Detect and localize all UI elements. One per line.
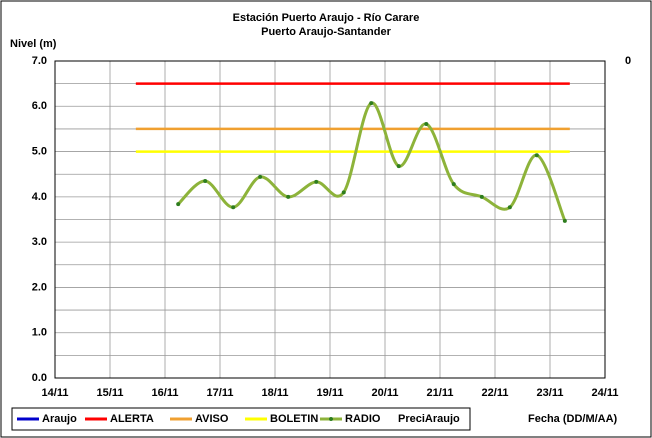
data-point <box>314 179 319 184</box>
y-tick-label: 6.0 <box>32 100 47 112</box>
legend-label: AVISO <box>195 413 229 425</box>
x-tick-label: 14/11 <box>42 387 69 399</box>
y-tick-label: 4.0 <box>32 191 47 203</box>
y-tick-label: 1.0 <box>32 327 47 339</box>
x-tick-label: 15/11 <box>97 387 124 399</box>
y2-tick-label: 0 <box>625 55 631 67</box>
y-tick-label: 5.0 <box>32 145 47 157</box>
data-point <box>451 182 456 187</box>
x-tick-label: 24/11 <box>592 387 619 399</box>
y-tick-label: 7.0 <box>32 55 47 67</box>
data-point <box>479 194 484 199</box>
chart-title: Estación Puerto Araujo - Río Carare <box>233 12 420 24</box>
y-axis-label: Nivel (m) <box>10 38 57 50</box>
x-tick-label: 17/11 <box>207 387 234 399</box>
data-point <box>258 174 263 179</box>
x-tick-label: 22/11 <box>482 387 509 399</box>
legend-label: ALERTA <box>110 413 154 425</box>
chart-subtitle: Puerto Araujo-Santander <box>261 26 391 38</box>
legend-label: PreciAraujo <box>398 413 460 425</box>
legend-label: Araujo <box>42 413 77 425</box>
data-point <box>231 205 236 210</box>
series-line <box>177 101 567 222</box>
legend-label: BOLETIN <box>270 413 318 425</box>
plot-border <box>54 60 606 379</box>
data-point <box>534 153 539 158</box>
x-tick-label: 23/11 <box>537 387 564 399</box>
x-tick-label: 19/11 <box>317 387 344 399</box>
data-point <box>562 218 567 223</box>
data-point <box>286 194 291 199</box>
x-tick-label: 21/11 <box>427 387 454 399</box>
data-point <box>507 205 512 210</box>
legend-marker <box>329 417 333 421</box>
x-tick-label: 20/11 <box>372 387 399 399</box>
y-tick-label: 0.0 <box>32 372 47 384</box>
data-point <box>369 101 374 106</box>
x-axis-label: Fecha (DD/M/AA) <box>528 413 618 425</box>
data-point <box>203 179 208 184</box>
y-tick-label: 3.0 <box>32 236 47 248</box>
data-point <box>341 190 346 195</box>
x-tick-label: 16/11 <box>152 387 179 399</box>
legend-box <box>11 407 471 431</box>
data-point <box>396 164 401 169</box>
data-point <box>424 121 429 126</box>
x-tick-label: 18/11 <box>262 387 289 399</box>
legend-label: RADIO <box>345 413 381 425</box>
data-point <box>176 202 181 207</box>
y-tick-label: 2.0 <box>32 281 47 293</box>
